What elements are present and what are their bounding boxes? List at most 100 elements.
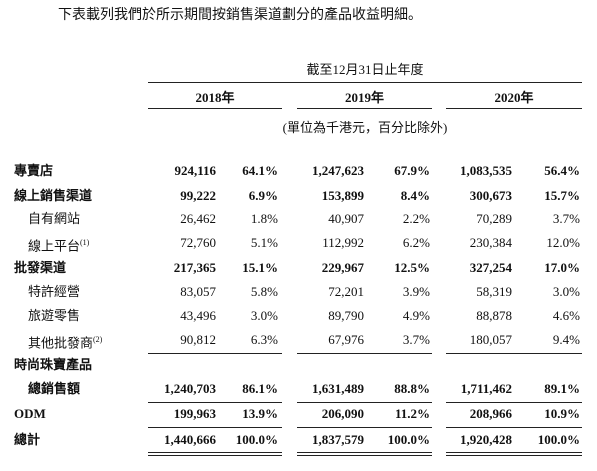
- cell: 6.2%: [402, 235, 430, 250]
- cell: 3.7%: [552, 211, 580, 226]
- intro: 下表載列我們於所示期間按銷售渠道劃分的產品收益明細。: [58, 8, 422, 23]
- cell: 12.5%: [394, 260, 430, 275]
- rule: [446, 427, 582, 428]
- cell: 1,711,462: [460, 381, 512, 396]
- row-label: 批發渠道: [14, 260, 67, 275]
- cell: 6.9%: [248, 188, 278, 203]
- cell: 924,116: [174, 163, 216, 178]
- rule: [148, 82, 582, 83]
- cell: 11.2%: [394, 406, 430, 421]
- cell: 4.6%: [552, 308, 580, 323]
- rule: [148, 455, 282, 456]
- rule: [148, 427, 282, 428]
- cell: 1,920,428: [460, 432, 512, 447]
- cell: 70,289: [476, 211, 512, 226]
- rule: [148, 402, 282, 403]
- rule: [446, 452, 582, 453]
- cell: 100.0%: [387, 432, 430, 447]
- row-label: 線上平台(1): [28, 238, 90, 254]
- cell: 5.8%: [250, 284, 278, 299]
- cell: 1,631,489: [312, 381, 364, 396]
- rule: [297, 427, 432, 428]
- cell: 230,384: [469, 235, 512, 250]
- cell: 67.9%: [394, 163, 430, 178]
- cell: 15.1%: [242, 260, 278, 275]
- cell: 208,966: [469, 406, 512, 421]
- cell: 1,837,579: [312, 432, 364, 447]
- cell: 3.0%: [552, 284, 580, 299]
- cell: 229,967: [321, 260, 364, 275]
- cell: 327,254: [469, 260, 512, 275]
- cell: 153,899: [321, 188, 364, 203]
- row-label: 自有網站: [28, 211, 81, 226]
- cell: 5.1%: [250, 235, 278, 250]
- cell: 72,201: [328, 284, 364, 299]
- cell: 88.8%: [394, 381, 430, 396]
- rule: [148, 353, 282, 354]
- cell: 89,790: [328, 308, 364, 323]
- rule: [297, 353, 432, 354]
- cell: 1,083,535: [460, 163, 512, 178]
- cell: 56.4%: [544, 163, 580, 178]
- cell: 72,760: [180, 235, 216, 250]
- cell: 83,057: [180, 284, 216, 299]
- rule: [297, 452, 432, 453]
- cell: 43,496: [180, 308, 216, 323]
- cell: 40,907: [328, 211, 364, 226]
- cell: 206,090: [321, 406, 364, 421]
- cell: 89.1%: [544, 381, 580, 396]
- cell: 100.0%: [537, 432, 580, 447]
- cell: 3.0%: [250, 308, 278, 323]
- cell: 8.4%: [400, 188, 430, 203]
- cell: 12.0%: [546, 235, 580, 250]
- cell: 100.0%: [235, 432, 278, 447]
- cell: 13.9%: [242, 406, 278, 421]
- cell: 1,440,666: [164, 432, 216, 447]
- cell: 90,812: [180, 332, 216, 347]
- rule: [297, 402, 432, 403]
- row-label: 時尚珠寶產品: [14, 357, 93, 372]
- row-label: 總計: [14, 432, 41, 447]
- row-label: 旅遊零售: [28, 308, 81, 323]
- row-label: 特許經營: [28, 284, 81, 299]
- cell: 112,992: [322, 235, 364, 250]
- row-label: 其他批發商(2): [28, 335, 103, 351]
- cell: 180,057: [469, 332, 512, 347]
- year-header: 2018年: [195, 90, 235, 105]
- rule: [148, 108, 282, 109]
- rule: [297, 455, 432, 456]
- cell: 26,462: [180, 211, 216, 226]
- rule: [446, 353, 582, 354]
- cell: 58,319: [476, 284, 512, 299]
- rule: [446, 108, 582, 109]
- cell: 9.4%: [552, 332, 580, 347]
- cell: 3.9%: [402, 284, 430, 299]
- cell: 15.7%: [544, 188, 580, 203]
- year-header: 2020年: [494, 90, 534, 105]
- cell: 17.0%: [544, 260, 580, 275]
- cell: 3.7%: [402, 332, 430, 347]
- footnote-ref: (1): [80, 238, 90, 247]
- cell: 88,878: [476, 308, 512, 323]
- cell: 64.1%: [242, 163, 278, 178]
- cell: 1.8%: [250, 211, 278, 226]
- unit-note: (單位為千港元，百分比除外): [282, 120, 448, 135]
- footnote-ref: (2): [93, 335, 103, 344]
- rule: [148, 452, 282, 453]
- rule: [446, 455, 582, 456]
- cell: 86.1%: [242, 381, 278, 396]
- row-label: 線上銷售渠道: [14, 188, 93, 203]
- rule: [297, 108, 432, 109]
- row-label: 專賣店: [14, 163, 54, 178]
- row-label: 總銷售額: [28, 381, 81, 396]
- year-header: 2019年: [344, 90, 384, 105]
- cell: 300,673: [469, 188, 512, 203]
- cell: 1,240,703: [164, 381, 216, 396]
- cell: 1,247,623: [312, 163, 364, 178]
- cell: 217,365: [173, 260, 216, 275]
- cell: 67,976: [328, 332, 364, 347]
- cell: 199,963: [173, 406, 216, 421]
- cell: 4.9%: [402, 308, 430, 323]
- period-header: 截至12月31日止年度: [306, 62, 424, 77]
